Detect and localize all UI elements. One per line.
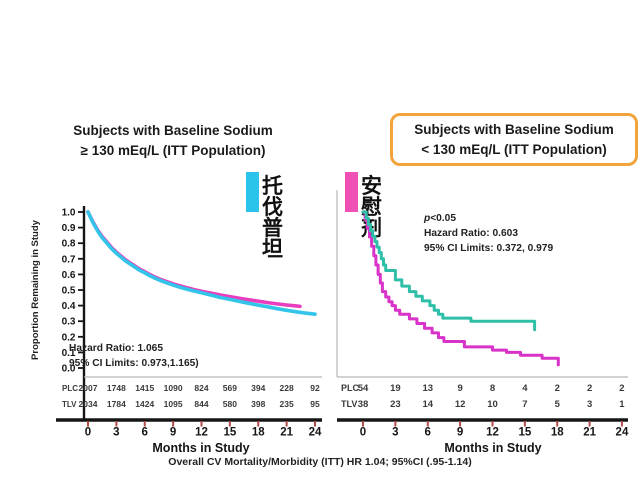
month-tick-label: 21 (583, 427, 596, 439)
month-tick-label: 12 (195, 427, 208, 439)
risk-row-label: TLV (62, 400, 77, 409)
left-panel-title: Subjects with Baseline Sodium ≥ 130 mEq/… (40, 121, 306, 160)
month-tick-label: 12 (486, 427, 499, 439)
risk-value: 580 (223, 399, 237, 409)
risk-value: 3 (587, 399, 592, 410)
left-stats-annotation: Hazard Ratio: 1.065 95% CI Limits: 0.973… (69, 341, 199, 371)
risk-value: 228 (280, 383, 294, 393)
risk-value: 19 (390, 383, 401, 394)
risk-value: 23 (390, 399, 401, 410)
y-axis-title: Proportion Remaining in Study (30, 219, 41, 360)
risk-value: 844 (194, 399, 208, 409)
risk-row-label: TLV (341, 399, 357, 409)
risk-value: 54 (358, 383, 369, 394)
risk-value: 2 (619, 383, 624, 394)
placebo-legend-swatch (345, 172, 358, 212)
survival-curve-tolvaptan (361, 210, 537, 332)
risk-value: 12 (455, 399, 466, 410)
right-stats-annotation: p<0.05 Hazard Ratio: 0.603 95% CI Limits… (424, 211, 553, 256)
y-tick-label: 0.0 (62, 364, 76, 375)
risk-row-label: PLC (62, 384, 78, 393)
risk-value: 14 (422, 399, 433, 410)
left-panel-title-line2: ≥ 130 mEq/L (ITT Population) (80, 142, 266, 158)
risk-value: 394 (251, 383, 265, 393)
y-tick-label: 0.3 (62, 317, 76, 328)
right-panel-title-box: Subjects with Baseline Sodium < 130 mEq/… (390, 113, 638, 167)
month-tick-label: 24 (616, 427, 629, 439)
risk-value: 38 (358, 399, 369, 410)
x-axis-title: Months in Study (152, 441, 249, 455)
overall-result-caption: Overall CV Mortality/Morbidity (ITT) HR … (168, 456, 472, 468)
survival-curve-placebo (361, 210, 560, 367)
risk-value: 95 (310, 399, 320, 409)
risk-value: 824 (194, 383, 208, 393)
risk-value: 2 (555, 383, 560, 394)
month-tick-label: 18 (252, 427, 265, 439)
risk-value: 1 (619, 399, 625, 410)
y-tick-label: 0.6 (62, 270, 76, 281)
month-tick-label: 9 (457, 427, 463, 439)
risk-value: 10 (487, 399, 498, 410)
left-survival-plot: 1.0 0.9 0.8 0.7 0.6 0.5 0.4 0.3 0.2 0.1 0.0 Proport… (30, 206, 322, 455)
risk-value: 235 (280, 399, 294, 409)
risk-value: 13 (422, 383, 433, 394)
right-ci-limits: 95% CI Limits: 0.372, 0.979 (424, 243, 554, 254)
right-hazard-ratio: Hazard Ratio: 0.603 (424, 228, 518, 239)
risk-value: 569 (223, 383, 237, 393)
risk-value: 398 (251, 399, 265, 409)
risk-value: 5 (555, 399, 561, 410)
x-axis-title: Months in Study (444, 441, 541, 455)
risk-value: 7 (522, 399, 527, 410)
month-tick-label: 15 (223, 427, 236, 439)
y-tick-label: 0.8 (62, 239, 76, 250)
risk-value: 1095 (164, 399, 183, 409)
month-tick-label: 9 (170, 427, 176, 439)
left-panel-title-line1: Subjects with Baseline Sodium (73, 123, 273, 138)
p-symbol: p (424, 213, 431, 224)
left-ci-limits: 95% CI Limits: 0.973,1.165) (69, 358, 199, 369)
y-tick-label: 0.2 (62, 332, 76, 343)
y-tick-label: 0.9 (62, 223, 76, 234)
y-tick-label: 0.1 (62, 348, 76, 359)
risk-value: 4 (522, 383, 528, 394)
risk-value: 1748 (107, 383, 126, 393)
right-p-value: p<0.05 (424, 211, 553, 226)
month-tick-label: 15 (518, 427, 531, 439)
tolvaptan-legend-swatch (246, 172, 259, 212)
y-tick-label: 0.5 (62, 286, 76, 297)
y-tick-label: 1.0 (62, 208, 76, 219)
month-tick-label: 6 (142, 427, 148, 439)
risk-row-label: PLC (341, 383, 360, 393)
risk-value: 9 (457, 383, 462, 394)
month-tick-label: 24 (309, 427, 322, 439)
risk-value: 2034 (79, 399, 98, 409)
risk-value: 1090 (164, 383, 183, 393)
risk-value: 1784 (107, 399, 126, 409)
survival-curve-tolvaptan (86, 210, 317, 316)
risk-value: 2007 (79, 383, 98, 393)
right-panel-title-line1: Subjects with Baseline Sodium (414, 122, 614, 137)
month-tick-label: 0 (360, 427, 366, 439)
risk-value: 92 (310, 383, 320, 393)
month-tick-label: 3 (392, 427, 398, 439)
month-tick-label: 0 (85, 427, 91, 439)
risk-value: 1415 (135, 383, 154, 393)
p-threshold: <0.05 (430, 213, 457, 224)
month-tick-label: 6 (425, 427, 431, 439)
right-panel-title-line2: < 130 mEq/L (ITT Population) (421, 141, 607, 157)
month-tick-label: 21 (280, 427, 293, 439)
left-hazard-ratio: Hazard Ratio: 1.065 (69, 343, 163, 354)
y-tick-label: 0.7 (62, 254, 76, 265)
month-tick-label: 18 (551, 427, 564, 439)
y-tick-label: 0.4 (62, 301, 76, 312)
month-tick-label: 3 (113, 427, 119, 439)
risk-value: 2 (587, 383, 592, 394)
risk-value: 1424 (135, 399, 154, 409)
risk-value: 8 (490, 383, 495, 394)
tolvaptan-legend-label: 托伐普坦 (262, 175, 283, 261)
